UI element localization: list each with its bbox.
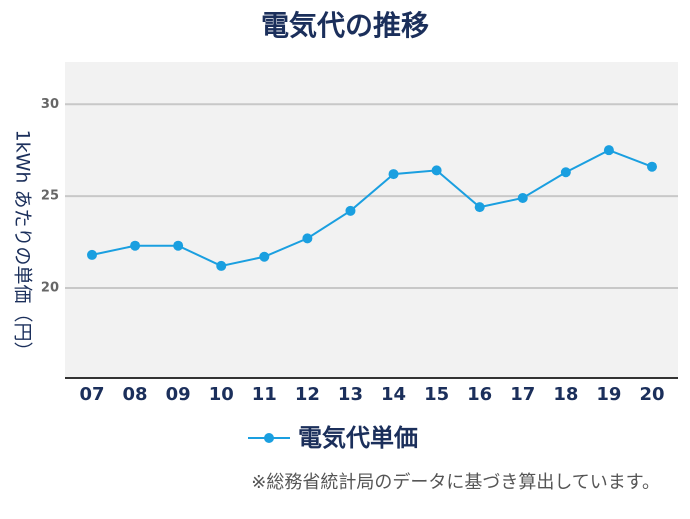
- x-tick-label: 15: [424, 384, 449, 405]
- data-point: [431, 165, 442, 176]
- x-tick-label: 12: [295, 384, 320, 405]
- x-tick-label: 17: [510, 384, 535, 405]
- data-point: [302, 233, 313, 244]
- legend-marker: [264, 433, 274, 443]
- data-point: [603, 145, 614, 156]
- x-tick-label: 19: [596, 384, 621, 405]
- x-tick-label: 16: [467, 384, 492, 405]
- x-tick-label: 13: [338, 384, 363, 405]
- note: ※総務省統計局のデータに基づき算出しています。: [251, 472, 660, 493]
- chart-title: 電気代の推移: [261, 9, 429, 42]
- data-point: [173, 240, 184, 251]
- data-point: [517, 192, 528, 203]
- data-point: [560, 167, 571, 178]
- y-axis-label: 1kWh あたりの単価（円）: [12, 130, 34, 361]
- x-tick-label: 11: [252, 384, 277, 405]
- data-point: [216, 260, 227, 271]
- plot-area: [65, 62, 678, 378]
- y-tick-label: 25: [41, 189, 59, 204]
- x-tick-label: 14: [381, 384, 406, 405]
- x-tick-label: 18: [553, 384, 578, 405]
- data-point: [259, 251, 270, 262]
- data-point: [87, 249, 97, 260]
- x-tick-label: 10: [209, 384, 234, 405]
- data-point: [388, 169, 399, 180]
- series-line: [91, 149, 653, 267]
- x-tick-label: 07: [79, 384, 104, 405]
- legend-label: 電気代単価: [298, 424, 418, 452]
- x-tick-label: 08: [123, 384, 148, 405]
- data-point: [345, 205, 356, 216]
- y-tick-label: 30: [41, 97, 59, 112]
- y-tick-label: 20: [41, 280, 59, 295]
- x-tick-label: 20: [639, 384, 664, 405]
- data-point: [474, 202, 485, 213]
- data-point: [130, 240, 141, 251]
- x-tick-label: 09: [166, 384, 191, 405]
- data-point: [647, 161, 657, 172]
